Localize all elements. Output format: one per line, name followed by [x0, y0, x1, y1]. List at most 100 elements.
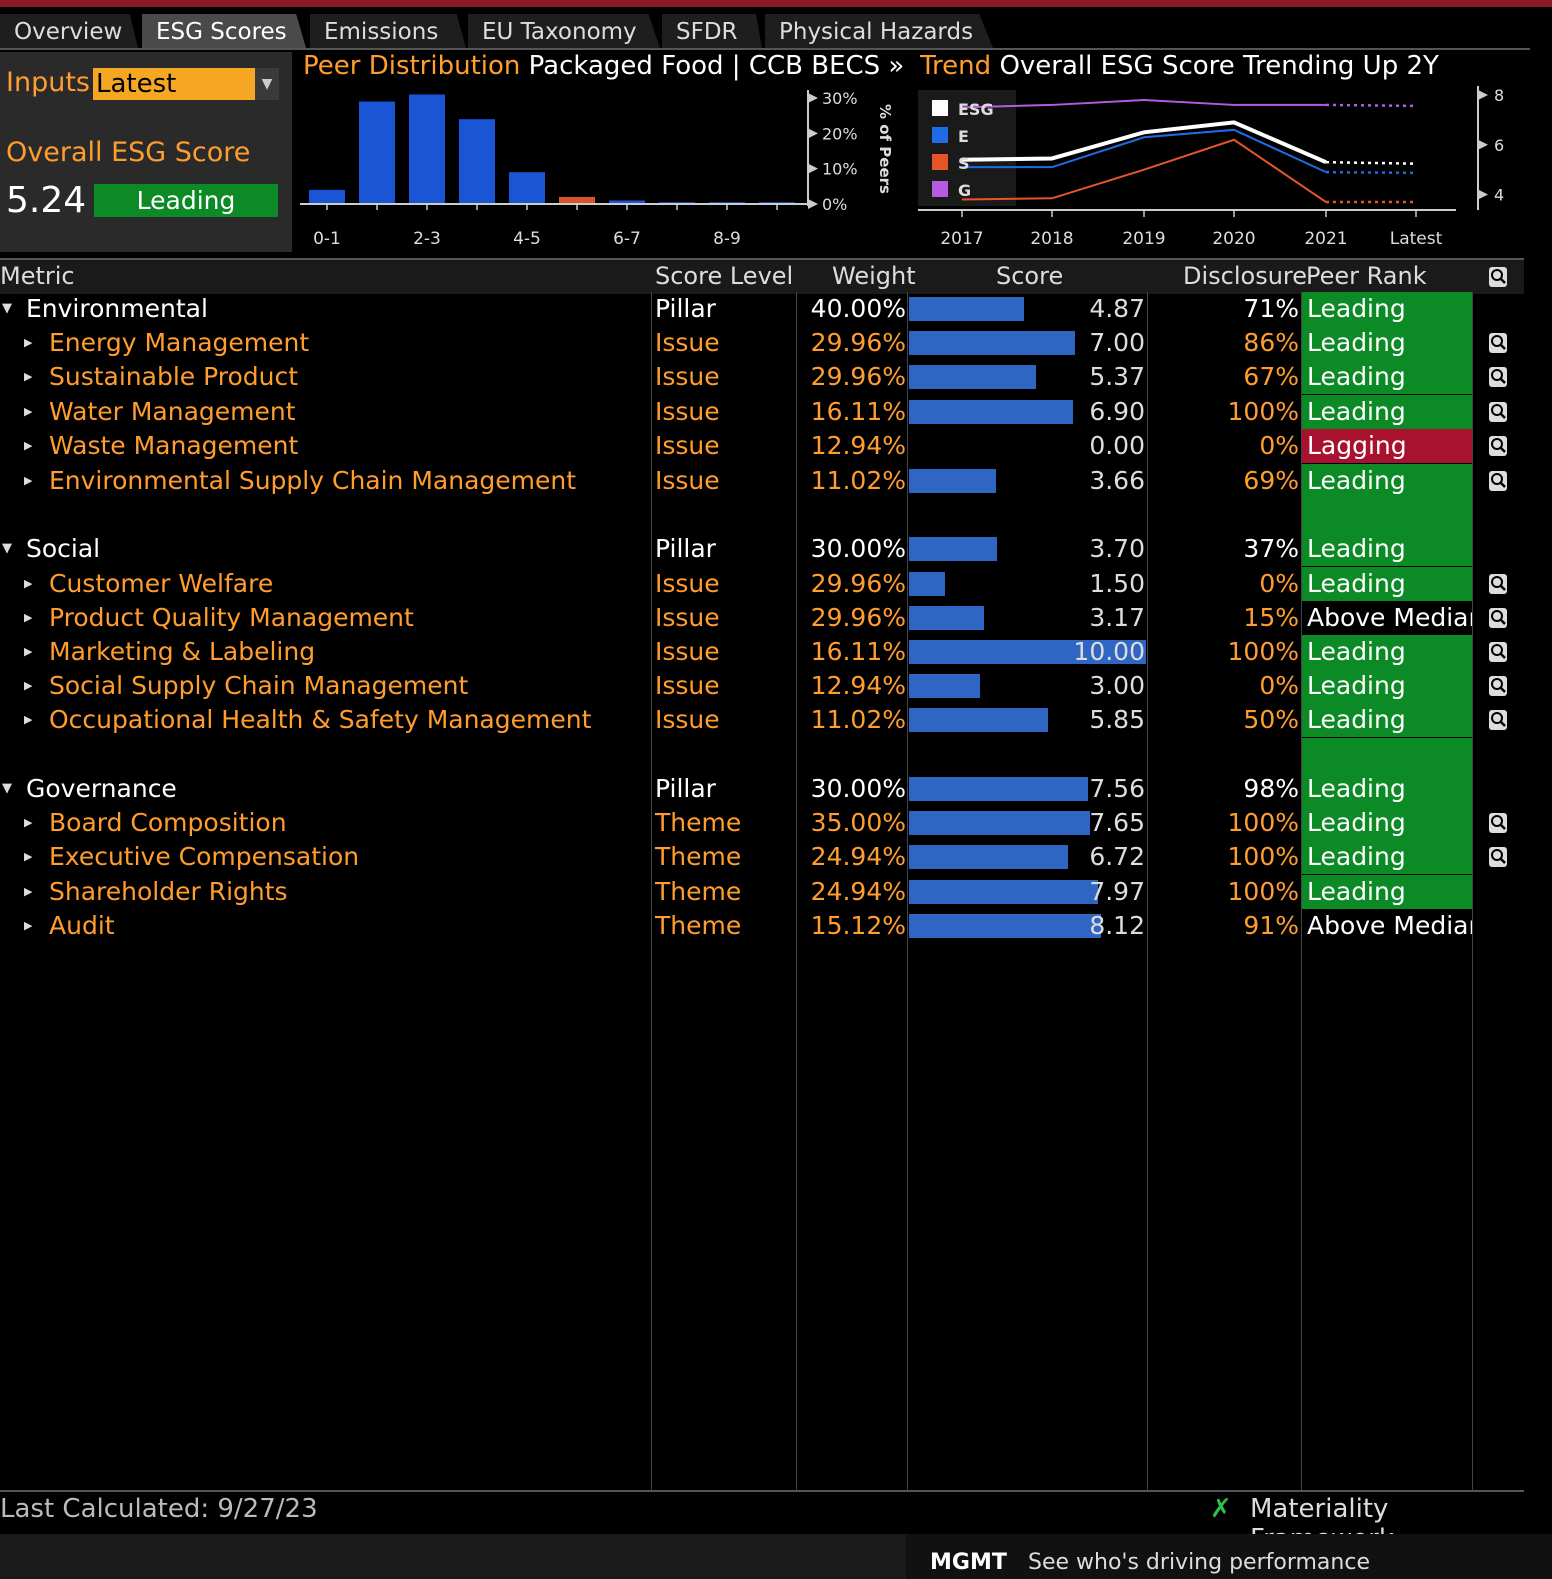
expand-arrow-icon[interactable]: ▶ — [24, 474, 33, 487]
magnifier-icon[interactable] — [1488, 709, 1508, 731]
expand-arrow-icon[interactable]: ▶ — [24, 816, 33, 829]
score-bar — [909, 708, 1048, 732]
metric-name[interactable]: Board Composition — [49, 808, 287, 837]
table-row[interactable]: ▶ Shareholder Rights Theme 24.94% 7.97 100% Le… — [0, 875, 1524, 909]
table-row[interactable]: ▶ Executive Compensation Theme 24.94% 6.72 10… — [0, 840, 1524, 874]
magnifier-icon[interactable] — [1488, 675, 1508, 697]
table-row[interactable]: ▼ Social Pillar 30.00% 3.70 37% Leading — [0, 532, 1524, 566]
collapse-arrow-icon[interactable]: ▼ — [2, 301, 12, 316]
metric-name[interactable]: Environmental — [26, 294, 208, 323]
header-score[interactable]: Score — [996, 262, 1064, 290]
tab-emissions[interactable]: Emissions — [310, 14, 466, 48]
expand-arrow-icon[interactable]: ▶ — [24, 611, 33, 624]
trend-line-esg — [961, 120, 1327, 165]
table-row[interactable]: ▶ Product Quality Management Issue 29.96% 3.… — [0, 601, 1524, 635]
expand-arrow-icon[interactable]: ▶ — [24, 713, 33, 726]
metric-name[interactable]: Water Management — [49, 397, 296, 426]
tab-eu-taxonomy[interactable]: EU Taxonomy — [468, 14, 660, 48]
metric-name[interactable]: Energy Management — [49, 328, 310, 357]
header-peer-rank[interactable]: Peer Rank — [1306, 262, 1427, 290]
expand-arrow-icon[interactable]: ▶ — [24, 439, 33, 452]
weight-value: 24.94% — [810, 877, 906, 906]
expand-arrow-icon[interactable]: ▶ — [24, 370, 33, 383]
header-weight[interactable]: Weight — [832, 262, 916, 290]
table-row[interactable]: ▶ Social Supply Chain Management Issue 12.9… — [0, 669, 1524, 703]
magnifier-icon[interactable] — [1488, 401, 1508, 423]
metric-name[interactable]: Governance — [26, 774, 177, 803]
expand-arrow-icon[interactable]: ▶ — [24, 885, 33, 898]
materiality-icon[interactable]: ✗ — [1210, 1494, 1232, 1524]
magnifier-icon[interactable] — [1488, 366, 1508, 388]
header-metric[interactable]: Metric — [0, 262, 75, 290]
mgmt-promo[interactable]: MGMT See who's driving performance — [906, 1534, 1552, 1579]
tab-physical-hazards[interactable]: Physical Hazards — [765, 14, 993, 48]
peer-y-tick-label: 20% — [822, 124, 858, 143]
metric-name[interactable]: Product Quality Management — [49, 603, 414, 632]
expand-arrow-icon[interactable]: ▶ — [24, 679, 33, 692]
table-row[interactable]: ▶ Occupational Health & Safety Management… — [0, 703, 1524, 737]
table-row[interactable]: ▶ Energy Management Issue 29.96% 7.00 86% Lead… — [0, 326, 1524, 360]
table-header: Metric Score Level Weight Score Disclosu… — [0, 258, 1524, 294]
metric-name[interactable]: Occupational Health & Safety Management — [49, 705, 592, 734]
score-level: Issue — [655, 431, 720, 460]
score-bar — [909, 400, 1073, 424]
peer-subtitle-link[interactable]: Packaged Food | CCB BECS » — [528, 51, 905, 81]
magnifier-icon[interactable] — [1488, 435, 1508, 457]
magnifier-icon[interactable] — [1488, 470, 1508, 492]
expand-arrow-icon[interactable]: ▶ — [24, 850, 33, 863]
collapse-arrow-icon[interactable]: ▼ — [2, 781, 12, 796]
table-row[interactable]: ▶ Customer Welfare Issue 29.96% 1.50 0% Leadin… — [0, 567, 1524, 601]
metric-name[interactable]: Sustainable Product — [49, 362, 299, 391]
table-row[interactable]: ▶ Marketing & Labeling Issue 16.11% 10.00 100… — [0, 635, 1524, 669]
peer-rank-badge: Lagging — [1302, 429, 1472, 463]
expand-arrow-icon[interactable]: ▶ — [24, 919, 33, 932]
peer-bar-6-7 — [609, 200, 645, 204]
metric-name[interactable]: Marketing & Labeling — [49, 637, 316, 666]
chevron-down-icon[interactable]: ▼ — [255, 68, 279, 100]
magnifier-icon[interactable] — [1488, 812, 1508, 834]
table-row[interactable]: ▶ Water Management Issue 16.11% 6.90 100% Lead… — [0, 395, 1524, 429]
inputs-dropdown[interactable]: Latest ▼ — [93, 68, 279, 100]
trend-x-tick-label: 2020 — [1212, 229, 1255, 249]
magnifier-icon[interactable] — [1488, 332, 1508, 354]
score-value: 0.00 — [1089, 431, 1145, 460]
expand-arrow-icon[interactable]: ▶ — [24, 405, 33, 418]
metric-name[interactable]: Social Supply Chain Management — [49, 671, 469, 700]
magnifier-icon[interactable] — [1488, 641, 1508, 663]
table-row[interactable]: ▼ Environmental Pillar 40.00% 4.87 71% Leading — [0, 292, 1524, 326]
metric-name[interactable]: Audit — [49, 911, 115, 940]
weight-value: 16.11% — [810, 637, 906, 666]
table-row[interactable]: ▶ Environmental Supply Chain Management Is… — [0, 464, 1524, 498]
header-disclosure[interactable]: Disclosure — [1183, 262, 1308, 290]
collapse-arrow-icon[interactable]: ▼ — [2, 541, 12, 556]
expand-arrow-icon[interactable]: ▶ — [24, 336, 33, 349]
magnifier-icon[interactable] — [1488, 607, 1508, 629]
expand-arrow-icon[interactable]: ▶ — [24, 577, 33, 590]
tab-overview[interactable]: Overview — [0, 14, 138, 48]
expand-arrow-icon[interactable]: ▶ — [24, 645, 33, 658]
magnifier-icon[interactable] — [1488, 573, 1508, 595]
table-row[interactable]: ▶ Sustainable Product Issue 29.96% 5.37 67% Le… — [0, 360, 1524, 394]
table-row[interactable]: ▼ Governance Pillar 30.00% 7.56 98% Leading — [0, 772, 1524, 806]
weight-value: 29.96% — [810, 362, 906, 391]
magnifier-icon[interactable] — [1488, 266, 1508, 288]
score-level: Pillar — [655, 534, 716, 563]
metric-name[interactable]: Customer Welfare — [49, 569, 274, 598]
header-score-level[interactable]: Score Level — [655, 262, 794, 290]
score-level: Issue — [655, 362, 720, 391]
tab-esg-scores[interactable]: ESG Scores — [142, 14, 306, 48]
metric-name[interactable]: Social — [26, 534, 101, 563]
metric-name[interactable]: Environmental Supply Chain Management — [49, 466, 577, 495]
tab-sfdr[interactable]: SFDR — [662, 14, 762, 48]
metric-name[interactable]: Waste Management — [49, 431, 299, 460]
metric-name[interactable]: Executive Compensation — [49, 842, 360, 871]
magnifier-icon[interactable] — [1488, 846, 1508, 868]
score-value: 7.97 — [1089, 877, 1145, 906]
table-row[interactable]: ▶ Board Composition Theme 35.00% 7.65 100% Lea… — [0, 806, 1524, 840]
table-row[interactable]: ▶ Waste Management Issue 12.94% 0.00 0% Laggin… — [0, 429, 1524, 463]
metric-name[interactable]: Shareholder Rights — [49, 877, 288, 906]
overall-esg-score-value: 5.24 — [6, 180, 87, 221]
table-row[interactable]: ▶ Audit Theme 15.12% 8.12 91% Above Median — [0, 909, 1524, 943]
peer-bar-3-4 — [459, 119, 495, 204]
disclosure-value: 50% — [1243, 705, 1299, 734]
